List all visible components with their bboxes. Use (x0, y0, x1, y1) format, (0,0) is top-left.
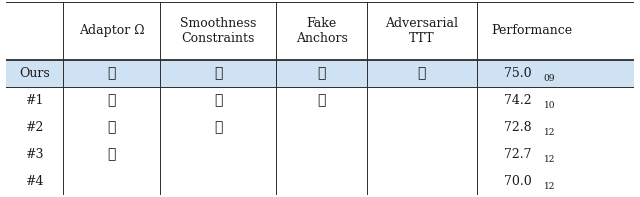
Text: Performance: Performance (491, 24, 572, 37)
Text: 10: 10 (543, 101, 555, 110)
Text: 12: 12 (543, 155, 555, 164)
Text: 74.2: 74.2 (504, 94, 532, 107)
Text: 75.0: 75.0 (504, 67, 532, 80)
Text: ✓: ✓ (108, 66, 116, 80)
Text: 12: 12 (543, 128, 555, 137)
Text: Smoothness
Constraints: Smoothness Constraints (180, 17, 256, 45)
Bar (6, 60, 634, 87)
Text: #1: #1 (26, 94, 44, 107)
Text: Fake
Anchors: Fake Anchors (296, 17, 348, 45)
Text: ✓: ✓ (108, 93, 116, 107)
Text: #2: #2 (26, 121, 44, 134)
Text: Ours: Ours (19, 67, 50, 80)
Text: 70.0: 70.0 (504, 175, 532, 188)
Text: 72.8: 72.8 (504, 121, 532, 134)
Text: #4: #4 (26, 175, 44, 188)
Text: ✓: ✓ (108, 120, 116, 135)
Text: Adaptor Ω: Adaptor Ω (79, 24, 144, 37)
Text: ✓: ✓ (418, 66, 426, 80)
Text: #3: #3 (26, 148, 44, 161)
Text: ✓: ✓ (108, 148, 116, 162)
Text: 12: 12 (543, 182, 555, 191)
Text: ✓: ✓ (214, 120, 222, 135)
Text: ✓: ✓ (214, 66, 222, 80)
Text: ✓: ✓ (317, 93, 326, 107)
Text: ✓: ✓ (317, 66, 326, 80)
Text: Adversarial
TTT: Adversarial TTT (385, 17, 458, 45)
Text: ✓: ✓ (214, 93, 222, 107)
Text: 09: 09 (543, 74, 555, 83)
Text: 72.7: 72.7 (504, 148, 532, 161)
